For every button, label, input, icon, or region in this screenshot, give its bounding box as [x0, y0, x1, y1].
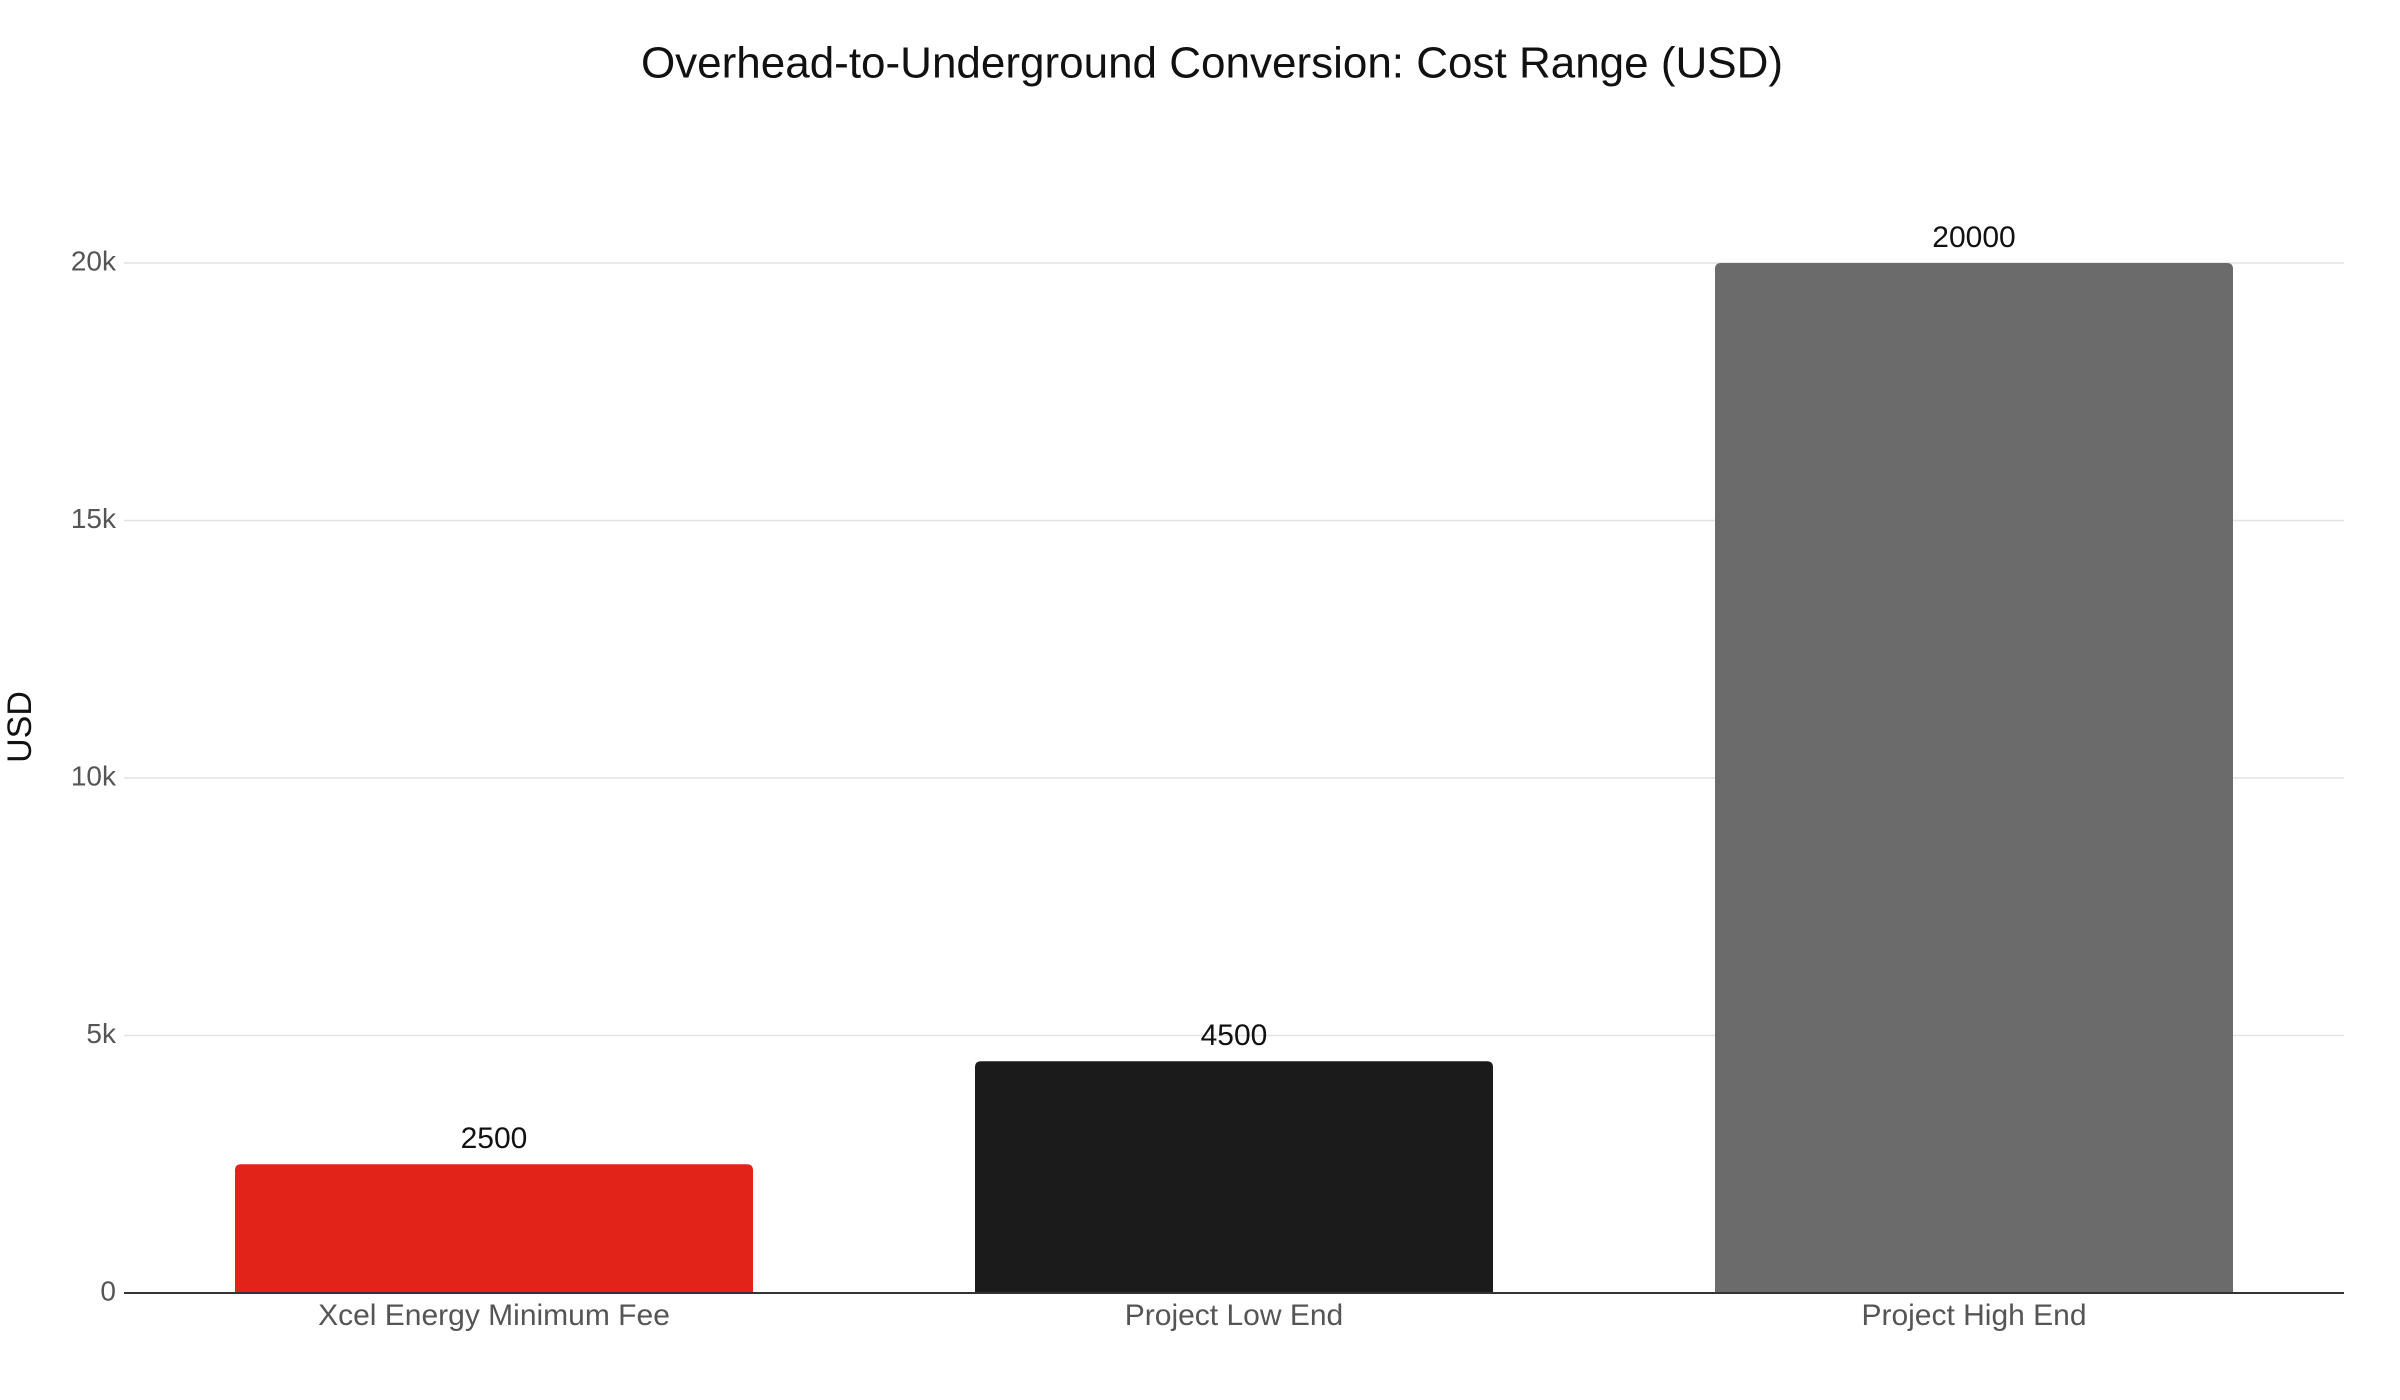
y-tick-label: 20k	[71, 245, 117, 276]
bar	[1715, 263, 2233, 1293]
y-tick-label: 0	[100, 1275, 116, 1306]
x-tick-label: Project High End	[1861, 1299, 2086, 1332]
bar	[975, 1061, 1493, 1293]
y-tick-label: 15k	[71, 503, 117, 534]
y-tick-label: 5k	[86, 1018, 117, 1049]
y-axis-label: USD	[1, 691, 39, 763]
x-tick-label: Xcel Energy Minimum Fee	[318, 1299, 670, 1332]
data-label: 2500	[461, 1122, 528, 1155]
chart-title: Overhead-to-Underground Conversion: Cost…	[641, 39, 1783, 88]
bar	[235, 1164, 753, 1293]
data-label: 4500	[1201, 1019, 1268, 1052]
data-label: 20000	[1932, 221, 2015, 254]
y-tick-label: 10k	[71, 760, 117, 791]
x-tick-label: Project Low End	[1125, 1299, 1343, 1332]
